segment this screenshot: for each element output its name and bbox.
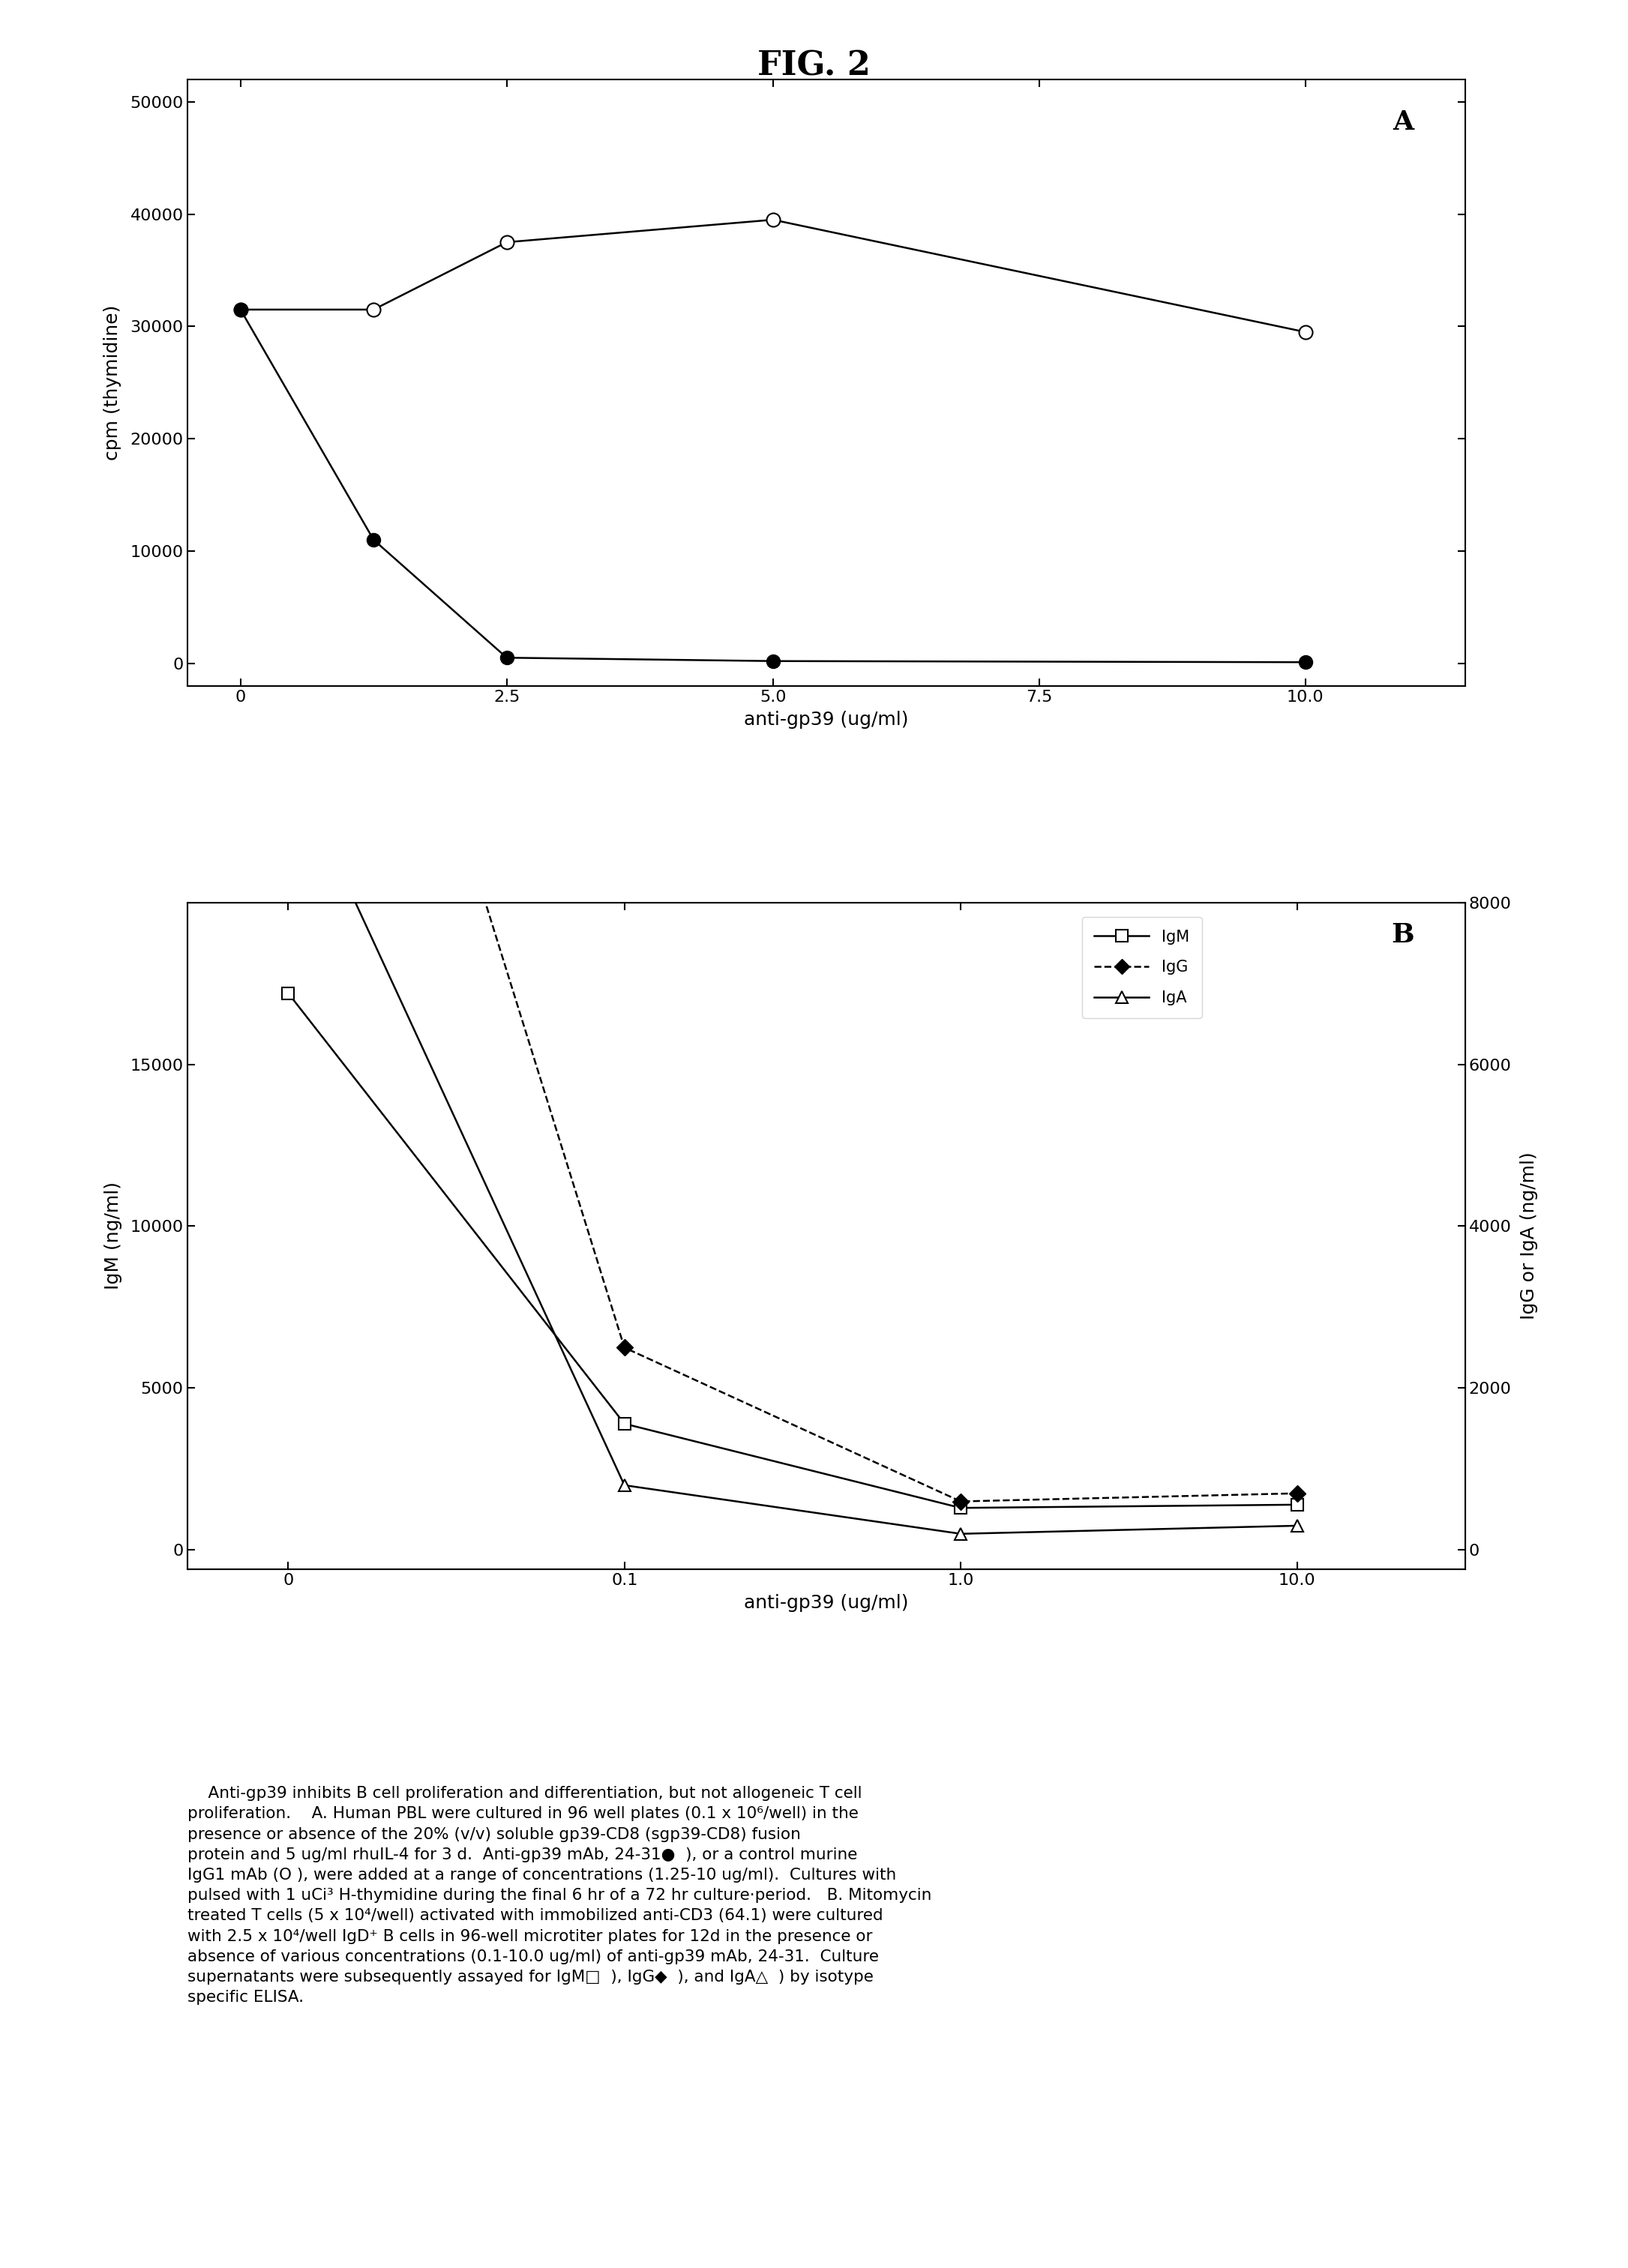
Y-axis label: IgG or IgA (ng/ml): IgG or IgA (ng/ml) bbox=[1521, 1152, 1538, 1320]
Line: IgA: IgA bbox=[282, 751, 1304, 1540]
X-axis label: anti-gp39 (ug/ml): anti-gp39 (ug/ml) bbox=[744, 710, 908, 728]
IgG bbox=[1288, 1479, 1307, 1506]
Y-axis label: IgM (ng/ml): IgM (ng/ml) bbox=[104, 1182, 122, 1290]
IgG bbox=[951, 1488, 970, 1515]
Text: FIG. 2: FIG. 2 bbox=[757, 50, 871, 82]
IgM bbox=[615, 1411, 635, 1438]
IgG bbox=[615, 1334, 635, 1361]
IgA bbox=[278, 744, 298, 771]
Text: A: A bbox=[1394, 109, 1415, 136]
Text: Anti-gp39 inhibits B cell proliferation and differentiation, but not allogeneic : Anti-gp39 inhibits B cell proliferation … bbox=[187, 1785, 931, 2005]
IgG bbox=[278, 256, 298, 284]
IgA bbox=[1288, 1513, 1307, 1540]
IgA bbox=[615, 1472, 635, 1499]
Line: IgM: IgM bbox=[282, 987, 1304, 1515]
Y-axis label: cpm (thymidine): cpm (thymidine) bbox=[104, 304, 122, 460]
IgM bbox=[278, 980, 298, 1007]
IgM bbox=[951, 1495, 970, 1522]
Text: B: B bbox=[1390, 923, 1415, 948]
IgM bbox=[1288, 1490, 1307, 1517]
Line: IgG: IgG bbox=[282, 265, 1302, 1508]
X-axis label: anti-gp39 (ug/ml): anti-gp39 (ug/ml) bbox=[744, 1594, 908, 1613]
Legend: IgM, IgG, IgA: IgM, IgG, IgA bbox=[1081, 916, 1201, 1018]
IgA bbox=[951, 1520, 970, 1547]
